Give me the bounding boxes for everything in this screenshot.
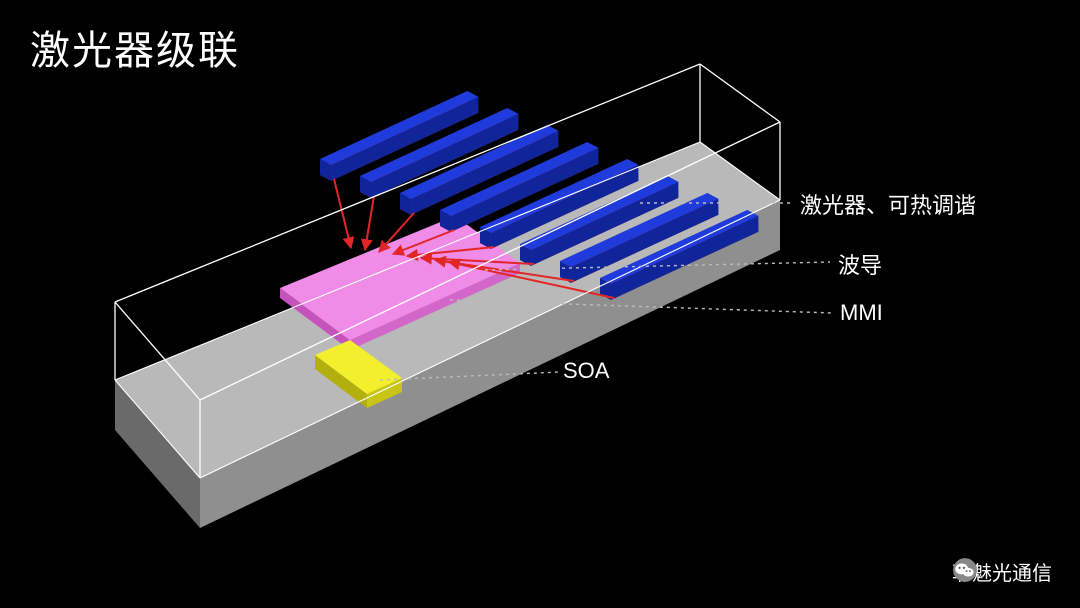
label-waveguide: 波导 [838, 248, 882, 280]
label-soa: SOA [563, 358, 609, 384]
credit: 菲魅光通信 [952, 557, 1052, 586]
label-mmi: MMI [840, 300, 883, 326]
wechat-icon [952, 557, 978, 583]
diagram-svg [0, 0, 1080, 608]
label-laser: 激光器、可热调谐 [800, 188, 976, 220]
